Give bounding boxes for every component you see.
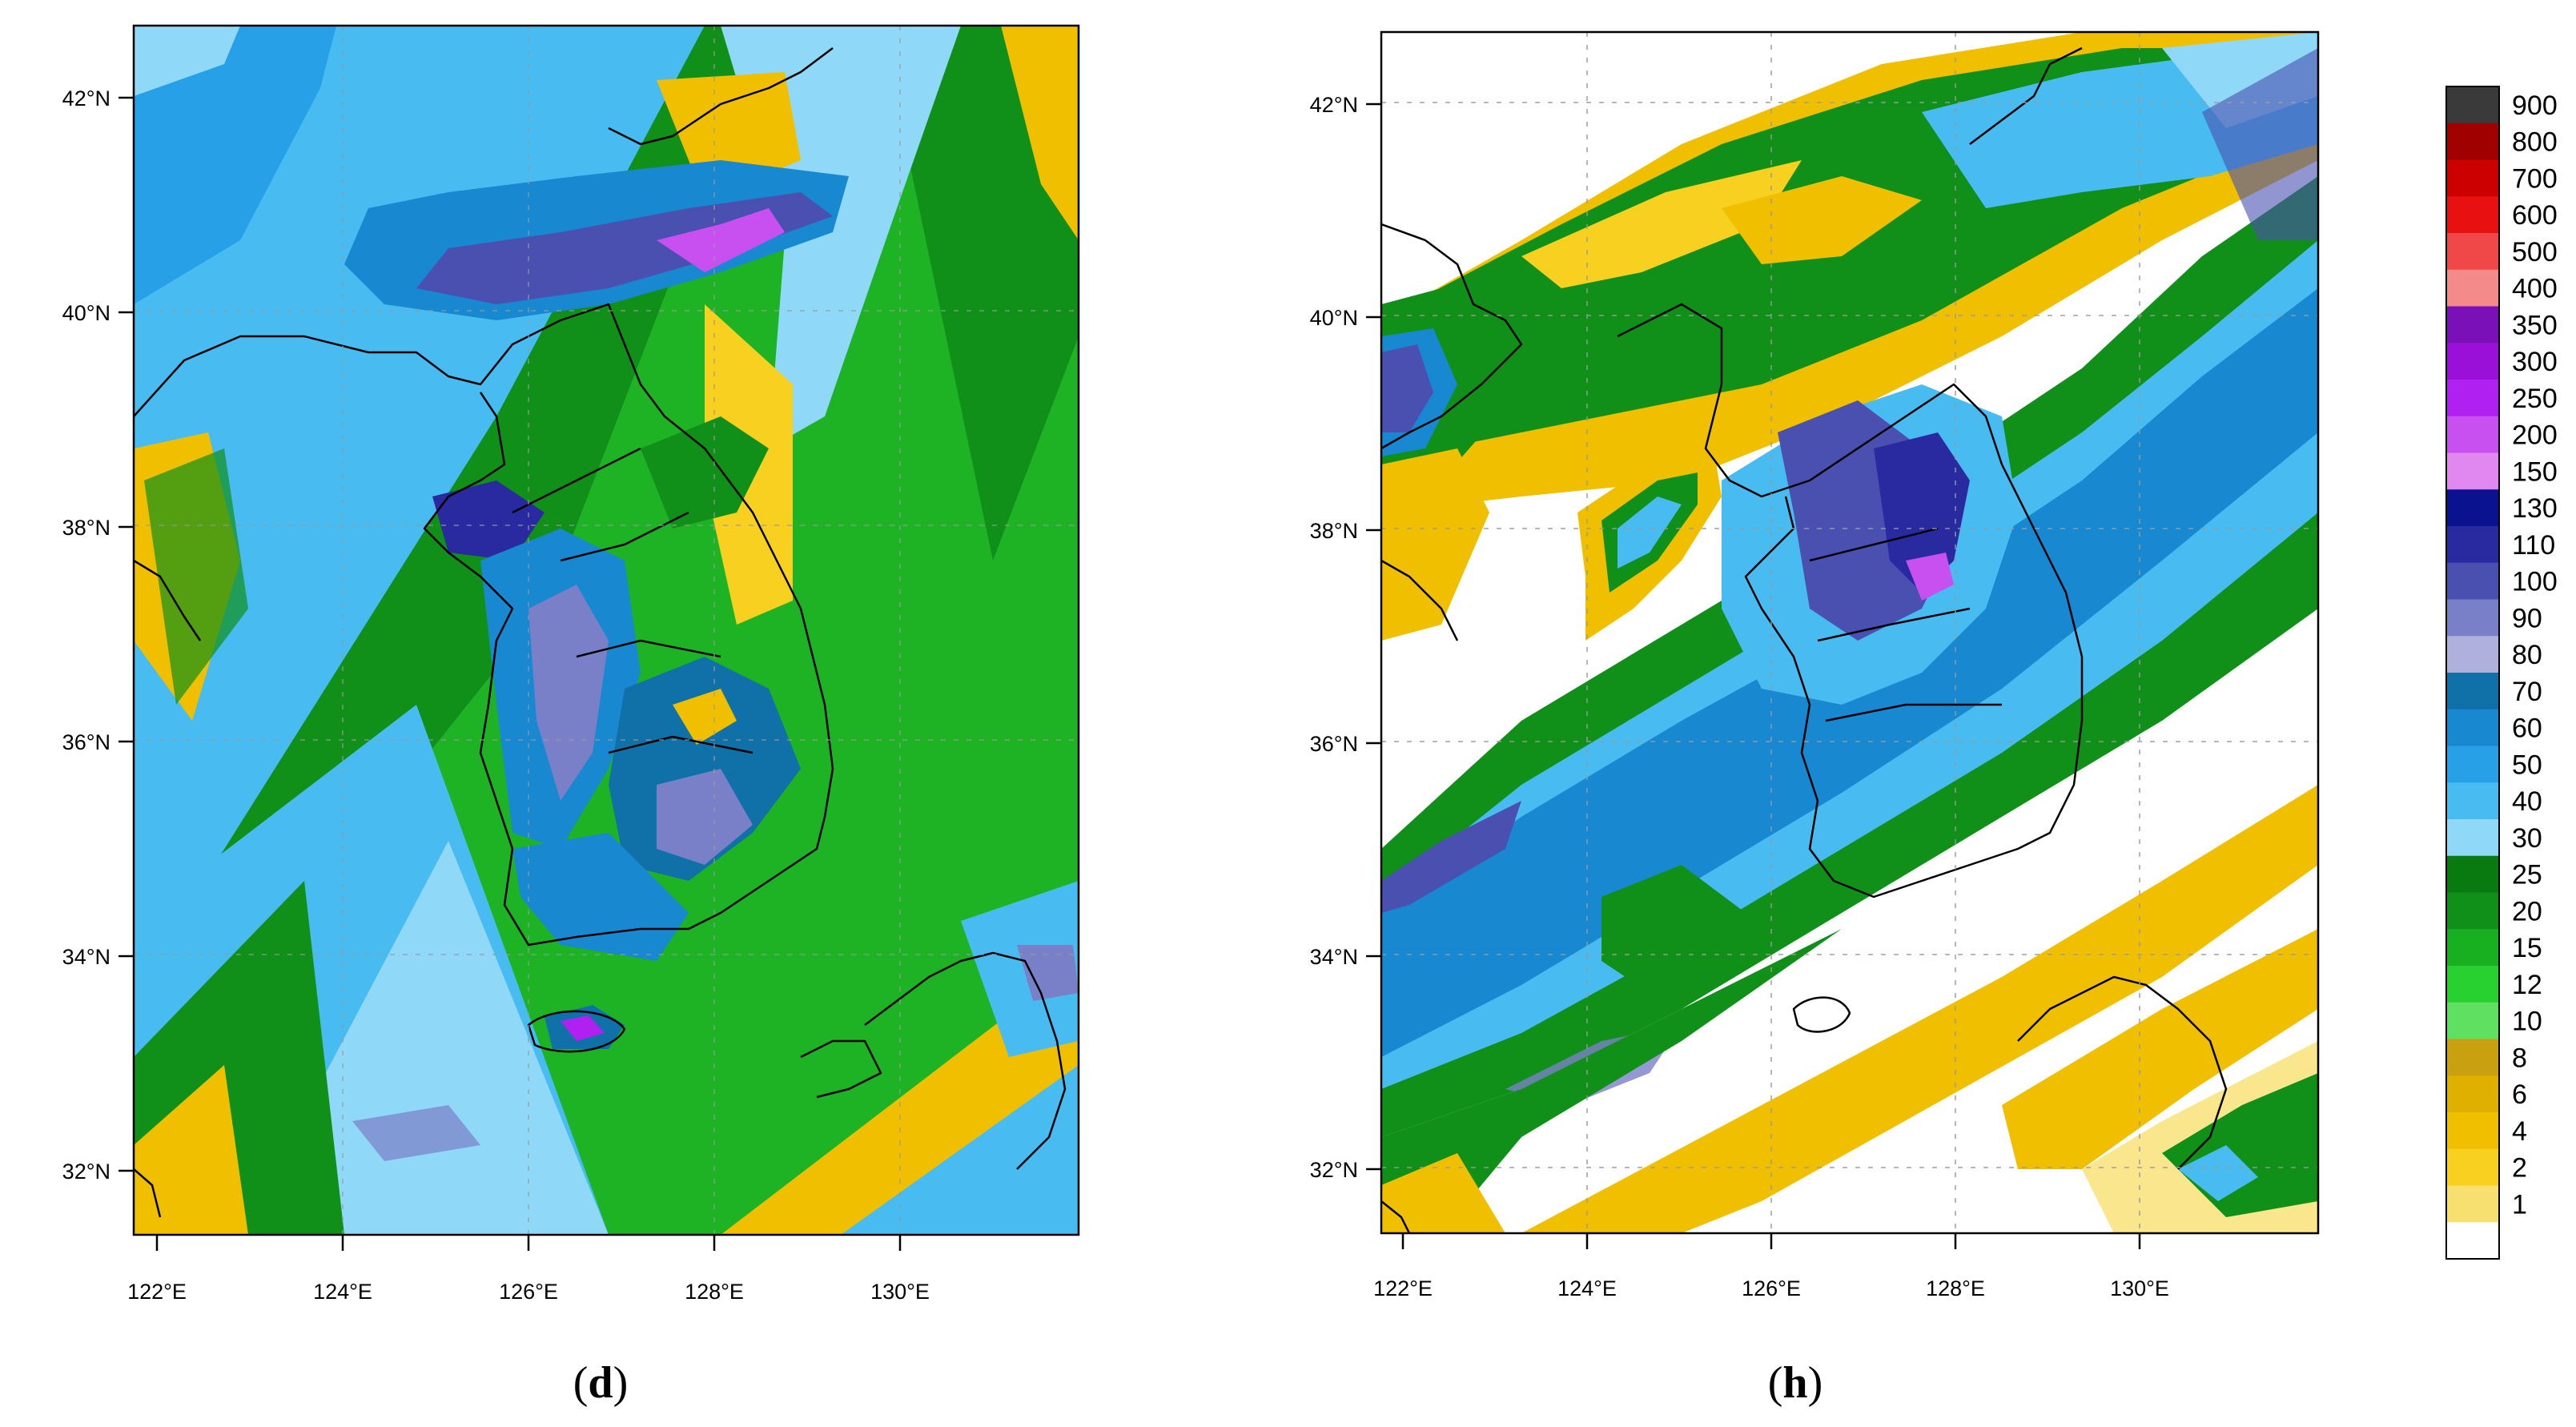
colorbar-label: 70 [2512, 677, 2542, 707]
y-tick-label: 38°N [1310, 519, 1358, 543]
colorbar-label: 6 [2512, 1079, 2527, 1110]
colorbar-label: 150 [2512, 456, 2558, 487]
y-tick-label: 32°N [1310, 1158, 1358, 1182]
colorbar-swatch [2446, 819, 2499, 857]
colorbar-label: 200 [2512, 420, 2558, 451]
x-tick-label: 124°E [313, 1280, 372, 1304]
colorbar-swatch [2446, 452, 2499, 490]
x-tick-label: 124°E [1557, 1276, 1617, 1300]
colorbar-label: 130 [2512, 493, 2558, 524]
colorbar-label: 8 [2512, 1043, 2527, 1073]
colorbar-swatch [2446, 123, 2499, 160]
y-tick-label: 32°N [62, 1160, 111, 1184]
colorbar-swatch [2446, 1112, 2499, 1150]
panel-caption-d: (d) [573, 1358, 628, 1408]
colorbar-label: 20 [2512, 896, 2542, 927]
colorbar-label: 2 [2512, 1153, 2527, 1184]
colorbar-label: 350 [2512, 310, 2558, 340]
x-tick-label: 128°E [685, 1280, 744, 1304]
y-tick-label: 40°N [62, 301, 111, 325]
colorbar-swatch [2446, 1075, 2499, 1113]
colorbar-label: 50 [2512, 750, 2542, 780]
colorbar-swatch [2446, 233, 2499, 271]
colorbar-label: 500 [2512, 237, 2558, 267]
colorbar-label: 100 [2512, 567, 2558, 597]
colorbar-swatch [2446, 86, 2499, 124]
x-tick-label: 130°E [870, 1280, 930, 1304]
colorbar-swatch [2446, 636, 2499, 673]
x-tick-label: 130°E [2110, 1276, 2169, 1300]
colorbar-swatch [2446, 526, 2499, 564]
y-tick-label: 40°N [1310, 306, 1358, 330]
y-tick-label: 38°N [62, 516, 111, 540]
colorbar-label: 300 [2512, 347, 2558, 377]
colorbar-swatch [2446, 966, 2499, 1003]
colorbar-swatch [2446, 599, 2499, 637]
colorbar-swatch [2446, 892, 2499, 930]
colorbar-label: 90 [2512, 603, 2542, 633]
colorbar-swatch [2446, 1002, 2499, 1039]
map-panel-h: 42°N 40°N 38°N 36°N 34°N 32°N 122°E 124°… [1310, 30, 2320, 1408]
colorbar-swatch [2446, 782, 2499, 820]
x-tick-label: 126°E [1742, 1276, 1801, 1300]
colorbar-label: 400 [2512, 274, 2558, 304]
colorbar-label: 110 [2512, 530, 2555, 561]
colorbar-outline [2445, 86, 2500, 1260]
colorbar-swatch [2446, 416, 2499, 453]
colorbar-label: 30 [2512, 823, 2542, 854]
colorbar-label: 250 [2512, 384, 2558, 414]
colorbar-label: 10 [2512, 1007, 2542, 1037]
panel-caption-h: (h) [1768, 1358, 1822, 1408]
colorbar-label: 40 [2512, 786, 2542, 817]
colorbar-swatch [2446, 929, 2499, 967]
colorbar-swatch [2446, 709, 2499, 746]
colorbar-label: 80 [2512, 640, 2542, 670]
colorbar-swatch [2446, 196, 2499, 234]
colorbar-label: 900 [2512, 90, 2558, 121]
colorbar-swatch [2446, 159, 2499, 197]
colorbar-label: 15 [2512, 933, 2542, 963]
y-tick-label: 34°N [1310, 945, 1358, 969]
x-tick-label: 122°E [127, 1280, 187, 1304]
y-tick-label: 36°N [1310, 732, 1358, 756]
colorbar-label: 1 [2512, 1189, 2527, 1220]
colorbar-swatch [2446, 1039, 2499, 1076]
y-tick-label: 42°N [62, 86, 111, 111]
colorbar-label: 25 [2512, 860, 2542, 890]
colorbar-legend: 9008007006005004003503002502001501301101… [2445, 86, 2558, 1260]
colorbar-swatch [2446, 673, 2499, 710]
colorbar-label: 600 [2512, 200, 2558, 231]
colorbar-swatch [2446, 380, 2499, 417]
colorbar-label: 800 [2512, 127, 2558, 158]
colorbar-swatch [2446, 306, 2499, 344]
colorbar-label: 4 [2512, 1116, 2527, 1147]
y-tick-label: 34°N [62, 945, 111, 969]
x-tick-label: 122°E [1373, 1276, 1433, 1300]
colorbar-swatch [2446, 343, 2499, 380]
y-tick-label: 36°N [62, 730, 111, 754]
colorbar-swatch [2446, 1148, 2499, 1186]
colorbar-swatch [2446, 1222, 2499, 1260]
colorbar-swatch [2446, 1185, 2499, 1223]
map-panel-d: 42°N 40°N 38°N 36°N 34°N 32°N 122°E 124°… [62, 24, 1080, 1408]
colorbar-swatch [2446, 562, 2499, 600]
colorbar-label: 60 [2512, 714, 2542, 744]
colorbar-swatch [2446, 489, 2499, 527]
x-tick-label: 128°E [1926, 1276, 1985, 1300]
colorbar-swatch [2446, 269, 2499, 307]
x-tick-label: 126°E [499, 1280, 558, 1304]
colorbar-swatch [2446, 855, 2499, 893]
colorbar-label: 12 [2512, 970, 2542, 1000]
colorbar-swatch [2446, 746, 2499, 783]
colorbar-label: 700 [2512, 163, 2558, 194]
y-tick-label: 42°N [1310, 93, 1358, 117]
